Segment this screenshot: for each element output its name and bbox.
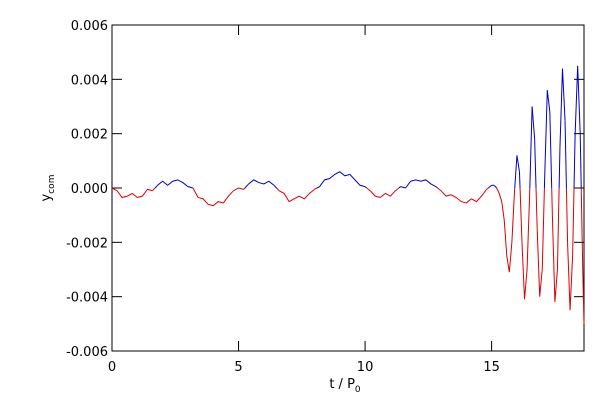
plot-frame [111, 24, 585, 352]
line-bridge [314, 187, 318, 190]
line-piece [544, 90, 551, 175]
line-piece [248, 179, 275, 186]
line-piece [278, 188, 315, 203]
line-piece [531, 106, 536, 140]
line-bridge [395, 187, 400, 192]
line-piece [440, 189, 487, 204]
y-tick-label: 0.006 [71, 19, 108, 34]
y-tick-label: 0.004 [71, 73, 108, 88]
line-bridge [535, 187, 538, 229]
line-piece [574, 65, 581, 134]
line-bridge [534, 139, 537, 189]
line-bridge [556, 187, 560, 270]
y-axis-label: ycom [39, 175, 57, 202]
line-bridge [549, 111, 553, 189]
line-piece [567, 242, 574, 311]
line-bridge [405, 180, 412, 189]
x-tick-label: 15 [483, 360, 500, 375]
line-bridge [273, 184, 277, 189]
line-bridge [276, 187, 280, 192]
line-bridge [487, 184, 492, 189]
line-bridge [514, 155, 518, 189]
line-bridge [529, 106, 533, 189]
line-bridge [551, 187, 553, 216]
x-tick-label: 10 [357, 360, 374, 375]
line-bridge [154, 184, 158, 189]
line-bridge [518, 171, 521, 189]
line-bridge [243, 187, 246, 190]
y-label-subscript: com [47, 175, 57, 194]
line-bridge [316, 186, 320, 189]
line-piece [369, 190, 396, 199]
line-bridge [187, 186, 194, 189]
line-bridge [364, 186, 368, 189]
line-bridge [398, 186, 401, 189]
x-label-subscript: 0 [355, 385, 361, 395]
line-bridge [572, 187, 575, 256]
x-axis-label: t / P0 [329, 377, 361, 395]
x-tick-label: 0 [108, 360, 116, 375]
line-piece [559, 68, 566, 148]
line-bridge [437, 187, 442, 192]
line-bridge [493, 184, 498, 189]
line-piece [551, 215, 558, 303]
y-tick-label: -0.004 [66, 291, 108, 306]
line-bridge [244, 183, 250, 189]
line-bridge [366, 187, 371, 192]
y-tick-label: -0.002 [66, 236, 108, 251]
line-piece [496, 187, 515, 273]
line-piece [536, 228, 543, 297]
x-label-text: t / P [329, 377, 355, 392]
line-piece [111, 187, 153, 199]
line-piece [319, 171, 366, 188]
line-piece [582, 269, 585, 324]
line-piece [192, 187, 244, 207]
y-tick-label: -0.006 [66, 345, 108, 360]
line-bridge [435, 186, 438, 189]
x-tick-label: 5 [234, 360, 242, 375]
y-tick-label: 0.000 [71, 182, 108, 197]
line-piece [516, 155, 520, 172]
line-bridge [541, 187, 545, 270]
line-bridge [558, 147, 561, 189]
line-bridge [565, 187, 569, 243]
y-label-text: y [39, 193, 54, 201]
line-bridge [580, 187, 584, 270]
line-bridge [400, 186, 406, 189]
line-bridge [573, 133, 576, 189]
y-tick-label: 0.002 [71, 128, 108, 143]
line-piece [157, 179, 189, 188]
line-piece [521, 196, 531, 300]
line-piece [410, 179, 437, 188]
line-bridge [579, 133, 582, 189]
line-bridge [486, 187, 489, 190]
line-bridge [152, 187, 156, 192]
line-bridge [564, 120, 567, 189]
line-bridge [519, 187, 523, 243]
